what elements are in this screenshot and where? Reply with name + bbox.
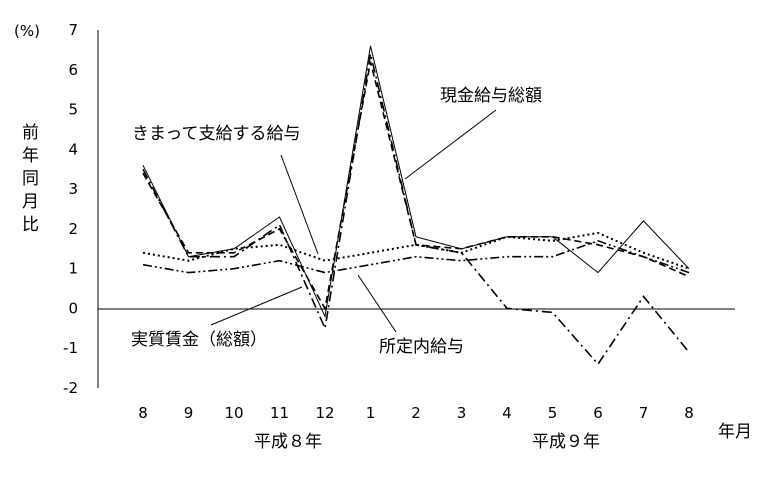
leader-shotei [357,274,397,333]
year-group-label: 平成８年 [254,432,322,452]
annotation-kimatte: きまって支給する給与 [132,124,300,144]
annotation-jissitsu: 実質賃金（総額） [131,330,267,350]
x-tick-label: 9 [184,404,194,422]
x-tick-label: 12 [315,404,334,422]
y-tick-label: -2 [63,379,78,397]
x-tick-label: 6 [593,404,603,422]
y-tick-label: 4 [68,140,78,158]
x-tick-label: 8 [138,404,148,422]
y-tick-label: 7 [68,21,78,39]
annotation-genkin: 現金給与総額 [440,86,542,106]
y-axis-label: 前年同月比 [22,123,39,235]
x-tick-label: 8 [684,404,694,422]
series-lines [142,45,690,366]
x-tick-label: 1 [366,404,376,422]
series-line-5 [142,61,690,311]
x-tick-label: 2 [411,404,421,422]
y-tick-label: 5 [68,101,78,119]
x-tick-label: 7 [639,404,649,422]
series-line-1 [142,45,690,319]
annotation-shotei: 所定内給与 [379,337,464,357]
series-line-4 [142,239,690,274]
y-tick-label: 1 [68,260,78,278]
y-tick-label: 0 [68,299,78,317]
unit-label: (%) [14,22,40,40]
leader-jissitsu [210,286,303,326]
series-line-3 [142,53,690,366]
x-tick-label: 5 [548,404,558,422]
y-tick-label: 6 [68,61,78,79]
x-tick-label: 3 [457,404,467,422]
y-tick-label: 3 [68,180,78,198]
y-tick-label: -1 [63,339,78,357]
x-tick-labels: 8 9 10 11 12 1 2 3 4 5 6 7 8 [138,404,694,422]
axes [97,30,735,388]
series-line-2 [142,231,690,270]
y-tick-labels: -2 -1 0 1 2 3 4 5 6 7 [63,21,78,397]
leader-genkin [404,109,497,180]
leader-kimatte [280,154,319,255]
x-axis-label: 年月 [718,422,752,442]
x-tick-label: 10 [224,404,243,422]
series-annotations: 現金給与総額 きまって支給する給与 実質賃金（総額） 所定内給与 [131,86,542,357]
y-tick-label: 2 [68,220,78,238]
year-group-label: 平成９年 [532,432,600,452]
x-tick-label: 11 [270,404,289,422]
x-tick-label: 4 [502,404,512,422]
